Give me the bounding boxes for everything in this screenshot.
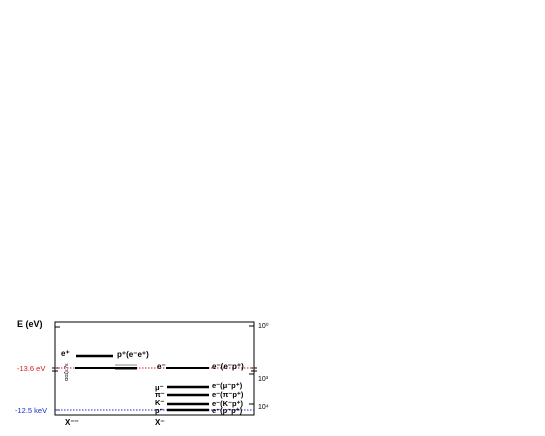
middle-p-label: p⁻ <box>155 406 164 415</box>
tick-label-rydberg: -13.6 eV <box>17 364 45 373</box>
middle-p-right-label: e⁻(p⁻p⁺) <box>212 406 243 415</box>
bottom-label-middle: X⁻ <box>155 418 165 427</box>
middle-mu-label: μ⁻ <box>155 383 164 392</box>
left-upper-right-label: p⁺(e⁻e⁺) <box>117 350 149 359</box>
tick-label-right-top: 10⁰ <box>258 322 269 330</box>
middle-pi-right-label: e⁻(π⁻p⁺) <box>212 390 244 399</box>
left-upper-label: e⁺ <box>61 349 70 358</box>
middle-electron-right-label: e⁻(e⁻p⁺) <box>212 362 244 371</box>
bottom-label-left: X⁻⁻ <box>65 418 79 427</box>
middle-pi-label: π⁻ <box>155 390 165 399</box>
left-side-label: ααζε?ε <box>64 363 70 381</box>
tick-label-right-mid: 10³ <box>258 376 269 383</box>
tick-label-kev: -12.5 keV <box>15 406 47 415</box>
y-axis-title: E (eV) <box>17 319 43 329</box>
middle-k-right-label: e⁻(K⁻p⁺) <box>212 399 244 408</box>
middle-k-label: K⁻ <box>155 398 164 407</box>
middle-label-electron: e⁻ <box>157 362 166 371</box>
tick-label-right-low: 10⁴ <box>258 404 269 411</box>
middle-mu-right-label: e⁻(μ⁻p⁺) <box>212 381 243 390</box>
